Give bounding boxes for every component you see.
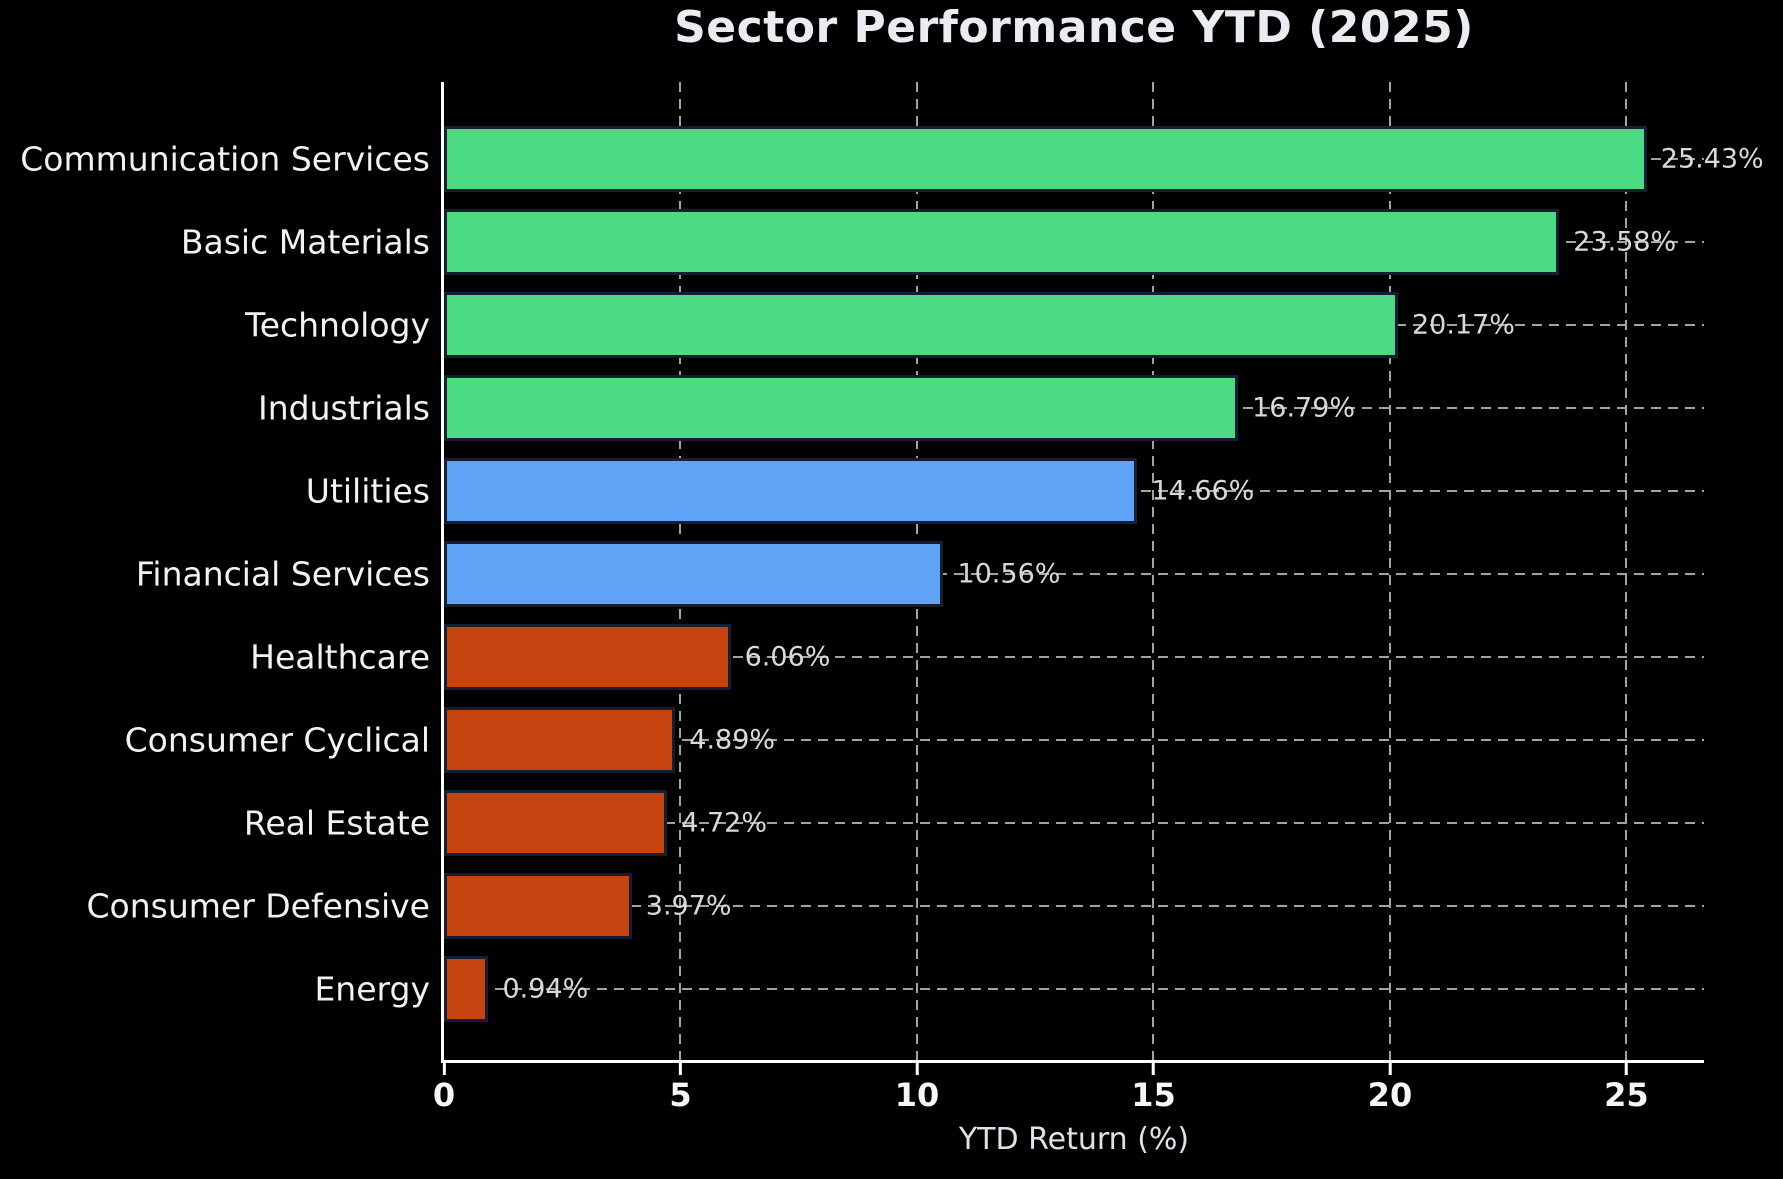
vertical-gridline [1388,82,1391,1060]
bar [444,872,632,939]
x-tick: 0 [433,1063,455,1111]
bar [444,706,676,773]
row-gridline [444,987,1704,990]
bar [444,789,668,856]
row-gridline [444,738,1704,741]
x-tick-label: 5 [669,1076,692,1114]
x-tick: 10 [894,1063,940,1114]
bar [444,209,1560,276]
x-tick-mark [442,1063,446,1075]
vertical-gridline [1625,82,1628,1060]
plot-area: Communication Services 25.43% Basic Mate… [20,82,1764,1111]
category-label: Financial Services [135,554,430,594]
x-axis-title: YTD Return (%) [958,1122,1190,1157]
category-label: Real Estate [243,803,430,843]
bar-row: Energy 0.94% [314,947,1704,1030]
bar [444,623,731,690]
value-label: 10.56% [957,558,1061,590]
bar [444,126,1647,193]
category-label: Communication Services [20,139,430,179]
category-label: Energy [314,969,430,1009]
bar-rows: Communication Services 25.43% Basic Mate… [20,82,1764,1060]
category-label: Consumer Defensive [86,886,430,926]
chart-title: Sector Performance YTD (2025) [674,2,1474,53]
row-gridline [444,904,1704,907]
x-tick: 5 [669,1063,692,1114]
x-tick: 15 [1131,1063,1176,1111]
bar-row: Technology 20.17% [245,284,1704,367]
value-label: 25.43% [1660,143,1764,175]
bar-row: Real Estate 4.72% [244,781,1704,864]
row-gridline [444,821,1704,824]
category-label: Technology [245,305,430,345]
value-label: 16.79% [1252,392,1356,424]
bar [444,540,944,607]
bar [444,955,489,1022]
value-label: 20.17% [1411,309,1515,341]
x-tick-label: 20 [1367,1076,1413,1114]
bar-row: Healthcare 6.06% [250,615,1704,698]
category-label: Industrials [258,388,430,428]
x-tick-mark [1388,1063,1392,1075]
x-axis-line [441,1060,1704,1063]
y-axis-line [441,82,444,1063]
bar-row: Consumer Cyclical 4.89% [125,698,1704,781]
category-label: Consumer Cyclical [124,720,430,760]
value-label: 14.66% [1151,475,1255,507]
bar [444,292,1398,359]
category-label: Utilities [305,471,430,511]
vertical-gridline [1152,82,1155,1060]
x-tick-mark [915,1063,919,1075]
category-label: Healthcare [250,637,430,677]
row-gridline [444,655,1704,658]
x-tick-label: 25 [1604,1076,1649,1114]
x-tick-mark [1151,1063,1155,1075]
bar [444,375,1239,442]
bar-row: Industrials 16.79% [258,367,1704,450]
category-label: Basic Materials [180,222,430,262]
bar-row: Basic Materials 23.58% [181,201,1704,284]
bar-row: Utilities 14.66% [306,450,1704,533]
bar-row: Communication Services 25.43% [20,118,1764,201]
x-tick-label: 10 [894,1076,940,1114]
x-tick: 25 [1604,1063,1649,1111]
row-gridline [444,572,1704,575]
x-tick-label: 15 [1131,1076,1176,1114]
value-label: 4.72% [681,807,768,839]
bar-row: Consumer Defensive 3.97% [86,864,1704,947]
value-label: 3.97% [645,890,732,922]
x-tick-mark [1624,1063,1628,1075]
x-tick-mark [678,1063,682,1075]
bar-row: Financial Services 10.56% [136,533,1704,616]
value-label: 4.89% [689,724,776,756]
x-tick-label: 0 [432,1076,456,1114]
value-label: 23.58% [1573,226,1677,258]
value-label: 0.94% [502,973,589,1005]
x-tick: 20 [1367,1063,1413,1114]
bar [444,458,1138,525]
value-label: 6.06% [744,641,831,673]
